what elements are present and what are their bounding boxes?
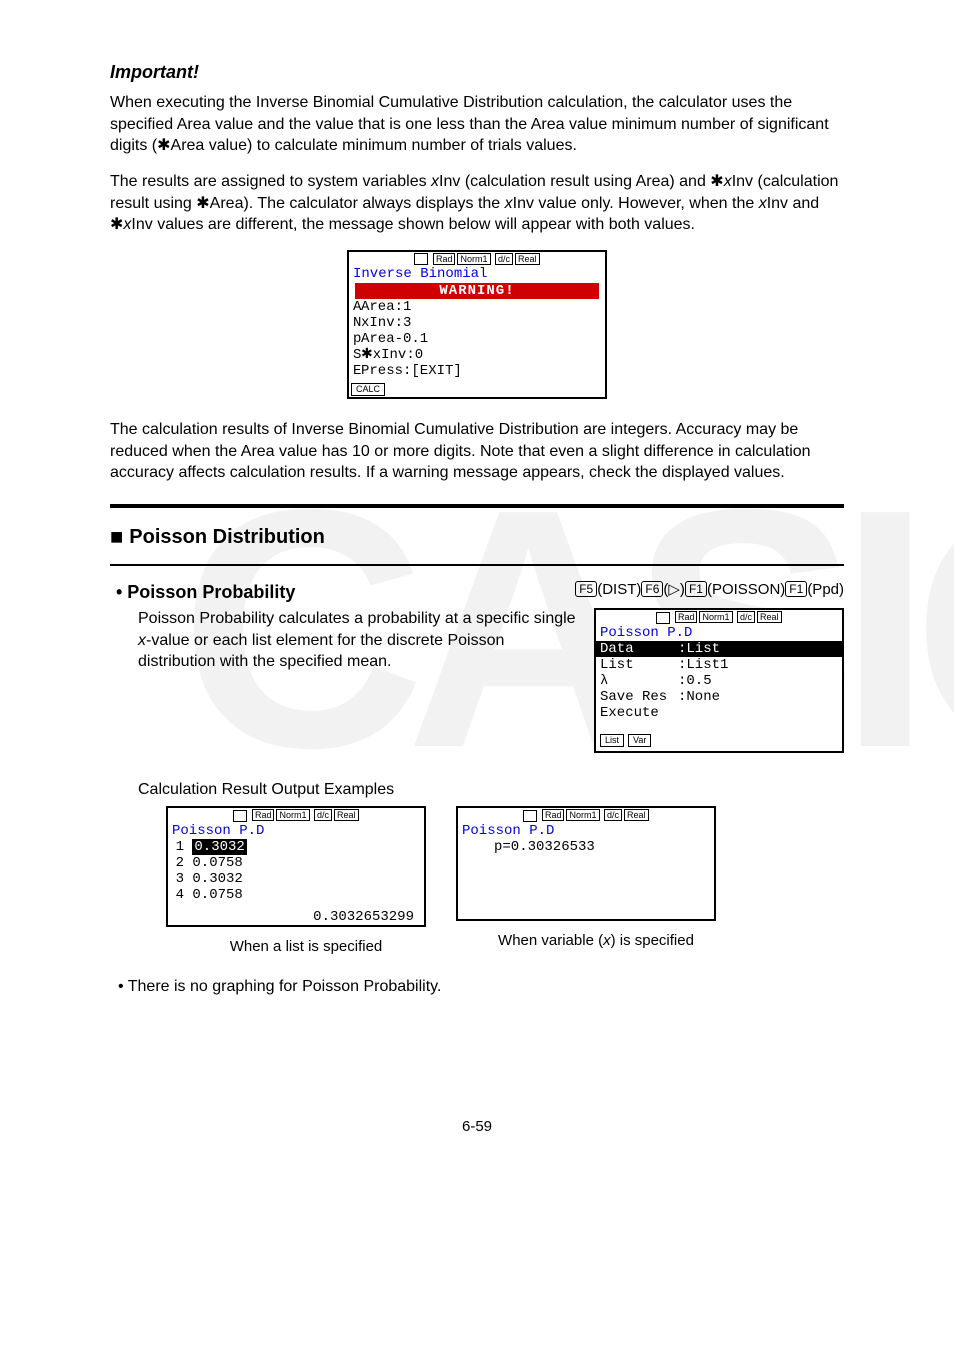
status-bar: RadNorm1 d/cReal bbox=[596, 610, 842, 625]
section-heading: ■Poisson Distribution bbox=[110, 522, 844, 552]
status-bar: RadNorm1 d/cReal bbox=[168, 808, 424, 823]
list-row: 3 0.3032 bbox=[172, 871, 420, 887]
graphing-note: • There is no graphing for Poisson Proba… bbox=[118, 976, 844, 998]
list-row: 2 0.0758 bbox=[172, 855, 420, 871]
result-line: p=0.30326533 bbox=[458, 839, 714, 855]
poisson-description: Poisson Probability calculates a probabi… bbox=[110, 608, 580, 673]
warning-calculator-screen: RadNorm1 d/cReal Inverse Binomial WARNIN… bbox=[347, 250, 607, 399]
poisson-input-screen: RadNorm1 d/cReal Poisson P.D Data:List L… bbox=[594, 608, 844, 752]
accuracy-note: The calculation results of Inverse Binom… bbox=[110, 419, 844, 484]
screen-title: Poisson P.D bbox=[596, 625, 842, 641]
warning-banner: WARNING! bbox=[355, 283, 599, 299]
f6-key: F6 bbox=[641, 581, 663, 597]
screen-title: Poisson P.D bbox=[458, 823, 714, 839]
input-row-save: Save Res:None bbox=[596, 689, 842, 705]
var-tab: Var bbox=[628, 734, 651, 747]
sub-heading: • Poisson Probability bbox=[116, 580, 295, 604]
f1-key: F1 bbox=[685, 581, 707, 597]
input-row-execute: Execute bbox=[596, 705, 842, 721]
list-row: 4 0.0758 bbox=[172, 887, 420, 903]
full-value: 0.3032653299 bbox=[172, 909, 420, 925]
status-bar: RadNorm1 d/cReal bbox=[458, 808, 714, 823]
variable-caption: When variable (x) is specified bbox=[456, 931, 736, 951]
screen-title: Poisson P.D bbox=[168, 823, 424, 839]
page-number: 6-59 bbox=[110, 1117, 844, 1137]
section-divider bbox=[110, 504, 844, 508]
f1-key-2: F1 bbox=[785, 581, 807, 597]
key-sequence: F5(DIST)F6(▷)F1(POISSON)F1(Ppd) bbox=[575, 580, 844, 600]
f5-key: F5 bbox=[575, 581, 597, 597]
list-caption: When a list is specified bbox=[166, 937, 446, 957]
list-row: 1 0.3032 bbox=[172, 839, 420, 855]
calc-tab: CALC bbox=[351, 383, 385, 396]
important-heading: Important! bbox=[110, 60, 844, 84]
square-bullet-icon: ■ bbox=[110, 524, 123, 549]
examples-heading: Calculation Result Output Examples bbox=[138, 779, 844, 801]
list-tab: List bbox=[600, 734, 624, 747]
section-sub-divider bbox=[110, 564, 844, 566]
battery-icon bbox=[233, 810, 247, 822]
battery-icon bbox=[414, 253, 428, 265]
important-paragraph-2: The results are assigned to system varia… bbox=[110, 171, 844, 236]
important-paragraph-1: When executing the Inverse Binomial Cumu… bbox=[110, 92, 844, 157]
status-bar: RadNorm1 d/cReal bbox=[349, 252, 605, 267]
screen-title: Inverse Binomial bbox=[349, 266, 605, 282]
battery-icon bbox=[656, 612, 670, 624]
input-row-data: Data:List bbox=[596, 641, 842, 657]
list-result-screen: RadNorm1 d/cReal Poisson P.D 1 0.3032 2 … bbox=[166, 806, 426, 927]
variable-result-screen: RadNorm1 d/cReal Poisson P.D p=0.3032653… bbox=[456, 806, 716, 921]
input-row-lambda: λ:0.5 bbox=[596, 673, 842, 689]
battery-icon bbox=[523, 810, 537, 822]
input-row-list: List:List1 bbox=[596, 657, 842, 673]
